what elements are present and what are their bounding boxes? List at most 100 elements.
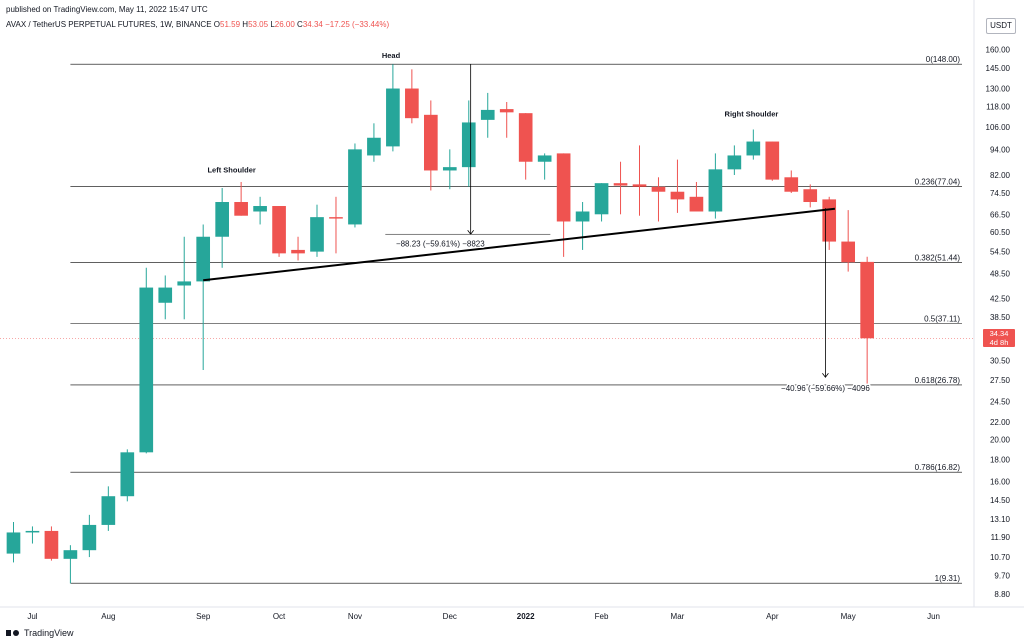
price-tick-label: 13.10 [990, 515, 1011, 524]
fib-level-label: 0.382(51.44) [915, 253, 961, 262]
last-price-value: 34.34 [989, 329, 1009, 339]
price-tick-label: 94.00 [990, 145, 1011, 154]
tradingview-logo-icon [6, 629, 20, 637]
open-value: 51.59 [220, 20, 241, 29]
fib-level-label: 0.236(77.04) [915, 178, 961, 187]
candle-body [803, 189, 818, 203]
symbol-title: AVAX / TetherUS PERPETUAL FUTURES, 1W, B… [6, 20, 212, 29]
change-value: −17.25 (−33.44%) [325, 20, 390, 29]
candle-body [6, 532, 21, 554]
open-label: O [213, 20, 221, 29]
head-to-neckline-measure-label: −88.23 (−59.61%) −8823 [396, 240, 485, 249]
low-label: L [270, 20, 275, 29]
time-tick-label: Nov [348, 612, 362, 621]
fib-level-label: 0.5(37.11) [924, 315, 960, 324]
candle-body [63, 550, 78, 559]
bar-countdown: 4d 8h [989, 338, 1009, 348]
candle-body [329, 217, 343, 219]
close-value: 34.34 [302, 20, 323, 29]
price-tick-label: 14.50 [990, 496, 1011, 505]
candle-body [461, 122, 476, 168]
price-tick-label: 30.50 [990, 357, 1011, 366]
low-value: 26.00 [274, 20, 295, 29]
price-tick-label: 130.00 [986, 85, 1011, 94]
candle-body [158, 287, 173, 303]
time-tick-label: 2022 [517, 612, 535, 621]
candle-body [632, 184, 647, 187]
price-tick-label: 20.00 [990, 436, 1011, 445]
target-measure-arrow [822, 373, 829, 378]
candle-body [860, 261, 874, 339]
pattern-annotation: Right Shoulder [725, 109, 779, 118]
target-measure-label: −40.96 (−59.66%) −4096 [781, 384, 870, 393]
price-tick-label: 38.50 [990, 313, 1011, 322]
candle-body [518, 113, 533, 162]
candle-body [556, 153, 571, 222]
candle-body [405, 88, 419, 119]
candle-body [386, 88, 400, 147]
candle-body [82, 524, 97, 551]
price-tick-label: 42.50 [990, 294, 1011, 303]
candle-body [822, 199, 837, 242]
price-tick-label: 16.00 [990, 478, 1011, 487]
currency-unit-button[interactable]: USDT [986, 18, 1016, 34]
symbol-info: AVAX / TetherUS PERPETUAL FUTURES, 1W, B… [6, 20, 389, 29]
price-tick-label: 54.50 [990, 248, 1011, 257]
high-label: H [242, 20, 249, 29]
candle-body [367, 137, 381, 156]
time-tick-label: Sep [196, 612, 211, 621]
candle-body [424, 114, 438, 171]
price-tick-label: 66.50 [990, 210, 1011, 219]
price-tick-label: 118.00 [986, 103, 1010, 112]
price-tick-label: 11.90 [991, 533, 1011, 542]
high-value: 53.05 [248, 20, 269, 29]
candle-body [25, 530, 40, 533]
candle-body [841, 241, 856, 263]
candle-body [215, 202, 229, 237]
candle-body [784, 177, 799, 192]
candle-body [101, 496, 116, 525]
candle-body [196, 236, 211, 282]
candle-body [139, 287, 154, 453]
price-tick-label: 22.00 [990, 418, 1011, 427]
time-tick-label: Dec [443, 612, 457, 621]
price-tick-label: 106.00 [986, 123, 1011, 132]
time-tick-label: May [841, 612, 856, 621]
time-tick-label: Mar [671, 612, 685, 621]
candle-body [537, 155, 552, 162]
candle-body [234, 202, 248, 216]
fib-level-label: 0.786(16.82) [915, 463, 961, 472]
candle-body [689, 196, 704, 212]
price-tick-label: 8.80 [994, 590, 1010, 599]
pattern-annotation: Head [382, 51, 401, 60]
candle-body [746, 141, 761, 156]
price-tick-label: 60.50 [990, 228, 1011, 237]
close-label: C [297, 20, 303, 29]
tradingview-logo-text: TradingView [24, 628, 74, 638]
candle-body [310, 217, 324, 252]
candle-body [272, 206, 286, 254]
time-tick-label: Apr [766, 612, 779, 621]
price-tick-label: 10.70 [990, 553, 1011, 562]
time-tick-label: Feb [595, 612, 609, 621]
candle-body [177, 281, 192, 286]
fib-level-label: 1(9.31) [935, 574, 961, 583]
fib-level-label: 0(148.00) [926, 55, 961, 64]
candle-body [765, 141, 780, 180]
price-tick-label: 27.50 [990, 376, 1011, 385]
price-tick-label: 48.50 [990, 270, 1011, 279]
price-tick-label: 24.50 [990, 398, 1011, 407]
candle-body [651, 186, 666, 192]
candle-body [670, 191, 685, 200]
price-tick-label: 82.00 [990, 171, 1011, 180]
candle-body [442, 167, 457, 171]
price-tick-label: 9.70 [994, 571, 1010, 580]
candle-body [727, 155, 742, 170]
candle-body [708, 169, 723, 212]
published-note: published on TradingView.com, May 11, 20… [6, 5, 208, 14]
candle-body [44, 530, 59, 559]
tradingview-logo[interactable]: TradingView [6, 628, 74, 638]
price-tick-label: 145.00 [986, 64, 1011, 73]
price-tick-label: 18.00 [990, 455, 1011, 464]
